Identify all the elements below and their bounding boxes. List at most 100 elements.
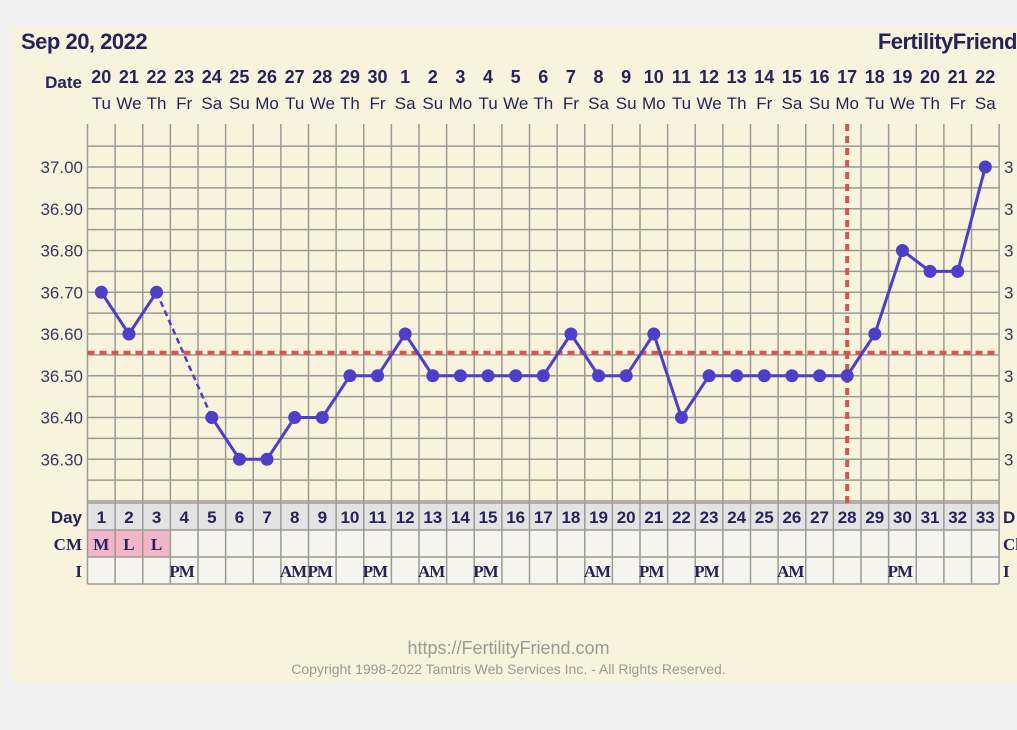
temp-point (343, 369, 357, 383)
temp-segment (542, 333, 573, 377)
footer-url[interactable]: https://FertilityFriend.com (407, 638, 610, 658)
temp-segment-dashed (155, 291, 213, 419)
date-label: 29 (340, 67, 360, 87)
date-label: 5 (511, 67, 521, 87)
temp-point (868, 327, 882, 341)
date-label: 27 (285, 67, 305, 87)
temp-point (647, 327, 661, 341)
cycle-day-label: 30 (893, 508, 912, 527)
cm-value: L (123, 535, 134, 554)
weekday-label: We (503, 94, 528, 113)
y-tick-label-right: 3 (1004, 158, 1013, 177)
footer-copyright: Copyright 1998-2022 Tamtris Web Services… (291, 661, 726, 677)
cycle-day-label: 10 (340, 508, 359, 527)
weekday-label: Fr (563, 94, 579, 113)
cycle-day-label: 18 (561, 508, 580, 527)
date-label: 9 (621, 67, 631, 87)
temp-segment (624, 333, 656, 377)
cycle-day-label: 19 (589, 508, 608, 527)
intercourse-value: PM (169, 562, 194, 581)
temp-point (232, 452, 246, 466)
temp-segment (127, 291, 158, 335)
cm-value: L (151, 535, 162, 554)
date-label: 17 (837, 67, 857, 87)
cycle-day-label: 1 (97, 508, 106, 527)
weekday-label: Th (727, 94, 747, 113)
temp-point (702, 369, 716, 383)
date-label: 28 (312, 67, 332, 87)
temp-point (536, 369, 550, 383)
cycle-day-label: 11 (369, 508, 387, 527)
cycle-day-label: 21 (644, 508, 663, 527)
chart-date-title: Sep 20, 2022 (21, 29, 148, 54)
cycle-day-label: 3 (152, 508, 161, 527)
cycle-day-label: 29 (865, 508, 884, 527)
weekday-label: We (310, 94, 335, 113)
temp-point (398, 327, 412, 341)
weekday-label: Tu (92, 94, 111, 113)
temp-point (564, 327, 578, 341)
date-label: 11 (672, 67, 691, 87)
weekday-label: We (116, 94, 141, 113)
date-label: 23 (174, 67, 194, 87)
cycle-day-label: 23 (700, 508, 719, 527)
weekday-label: Th (920, 94, 940, 113)
cycle-day-label: 15 (479, 508, 498, 527)
y-tick-label-right: 3 (1004, 283, 1013, 302)
y-tick-label-right: 3 (1004, 367, 1013, 386)
intercourse-value: AM (418, 562, 445, 581)
temp-point (757, 369, 771, 383)
cm-value: M (93, 535, 109, 554)
weekday-label: Su (809, 94, 830, 113)
temp-segment (265, 416, 296, 461)
cycle-day-label: 33 (976, 508, 995, 527)
temp-point (592, 369, 606, 383)
weekday-label: Mo (255, 94, 279, 113)
intercourse-value: PM (694, 562, 719, 581)
intercourse-row-label: I (75, 562, 82, 581)
temp-point (509, 369, 523, 383)
temp-point (205, 411, 219, 424)
date-label: 4 (483, 67, 493, 87)
temp-point (371, 369, 385, 383)
date-label: 18 (865, 67, 885, 87)
temp-point (785, 369, 799, 383)
y-tick-label: 36.80 (40, 242, 83, 261)
date-label: 16 (810, 67, 830, 87)
weekday-label: Tu (478, 94, 497, 113)
cm-cell-fill (142, 530, 171, 557)
temp-point (923, 264, 937, 278)
temp-point (122, 327, 136, 341)
weekday-label: We (696, 94, 721, 113)
date-label: 22 (975, 67, 995, 87)
date-label: 21 (948, 67, 968, 87)
temp-segment (956, 166, 987, 272)
weekday-label: Su (616, 94, 637, 113)
temp-point (426, 369, 440, 383)
intercourse-value: PM (473, 562, 498, 581)
weekday-label: Su (229, 94, 250, 113)
temp-point (730, 369, 744, 383)
temp-point (315, 411, 329, 424)
date-label: 12 (699, 67, 719, 87)
date-label: 13 (727, 67, 747, 87)
temp-segment (652, 333, 683, 418)
date-label: 15 (782, 67, 802, 87)
date-label: 25 (229, 67, 249, 87)
temp-point (150, 285, 164, 299)
weekday-label: Th (147, 94, 167, 113)
y-tick-label-right: 3 (1004, 242, 1013, 261)
temp-segment (680, 374, 711, 419)
temp-point (94, 285, 108, 299)
cycle-day-label: 20 (617, 508, 636, 527)
weekday-label: Sa (975, 94, 996, 113)
cm-row-label-right: Cl (1003, 535, 1017, 554)
date-label: 1 (400, 67, 410, 87)
day-row-label-right: D (1003, 508, 1015, 527)
cycle-day-label: 32 (948, 508, 967, 527)
date-label: 20 (91, 67, 111, 87)
date-row-label: Date (45, 73, 82, 92)
temp-segment (210, 416, 241, 461)
date-label: 26 (257, 67, 277, 87)
date-label: 6 (538, 67, 548, 87)
